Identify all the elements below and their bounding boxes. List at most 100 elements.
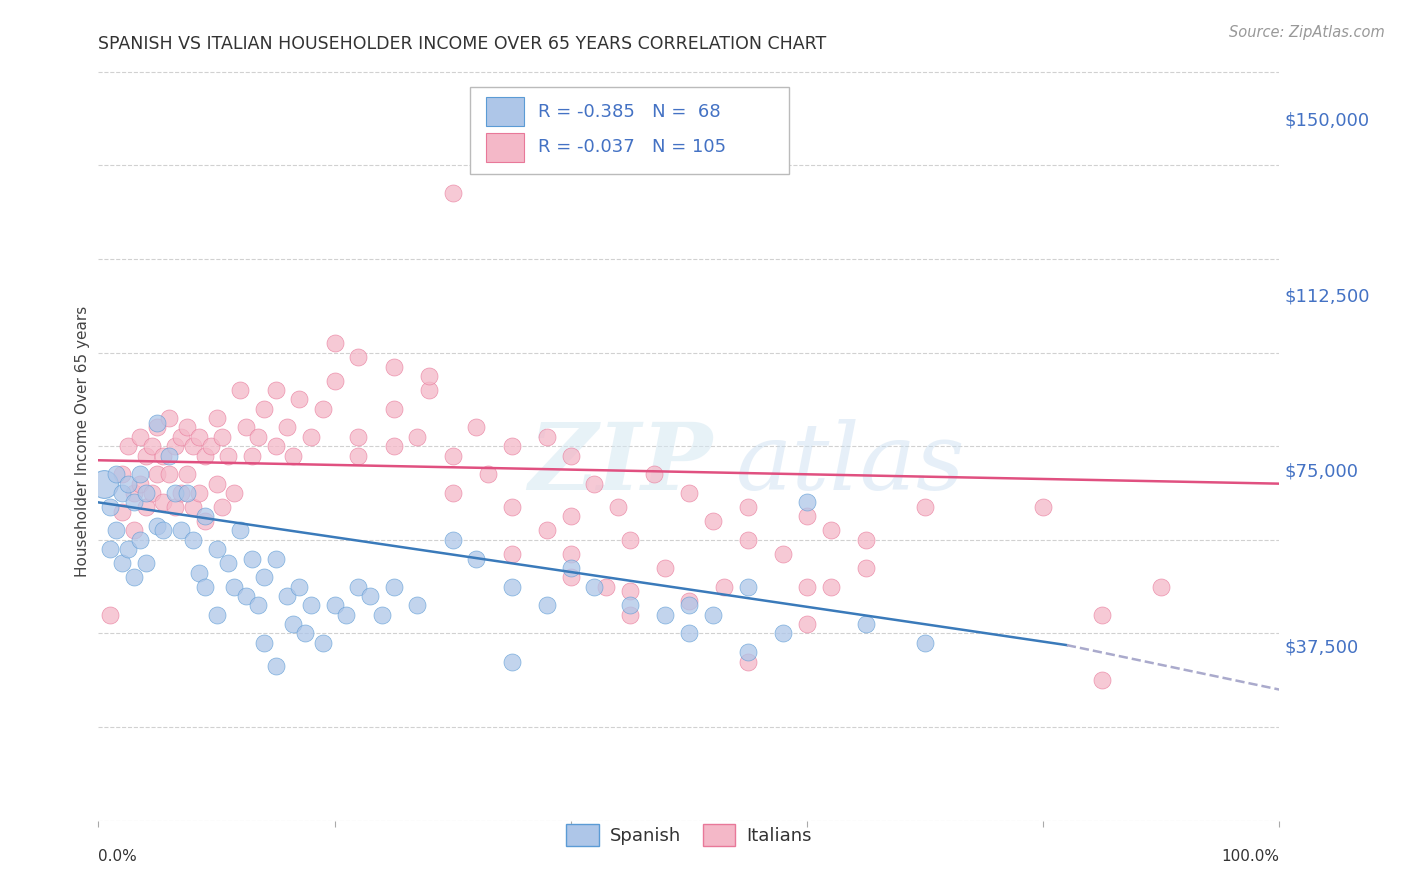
Point (560, 547, 582, 561)
Point (152, 524, 174, 538)
Point (347, 449, 370, 463)
Point (264, 659, 287, 673)
Point (595, 580, 617, 594)
Point (335, 607, 357, 622)
Point (619, 599, 641, 613)
Point (643, 467, 665, 482)
Bar (486, 133, 523, 161)
Point (135, 449, 157, 463)
Point (796, 580, 818, 594)
Text: 100.0%: 100.0% (1222, 849, 1279, 864)
Text: atlas: atlas (737, 419, 966, 509)
Point (93, 476, 115, 491)
Point (1032, 500, 1054, 514)
Point (194, 509, 217, 524)
Point (240, 551, 263, 566)
Point (713, 580, 735, 594)
Point (1150, 580, 1173, 594)
Point (294, 626, 316, 640)
Point (560, 509, 582, 524)
Point (253, 401, 276, 416)
Point (246, 599, 269, 613)
Point (194, 514, 217, 528)
Point (772, 626, 794, 640)
Point (105, 467, 128, 482)
Point (187, 486, 209, 500)
Point (264, 439, 287, 453)
Y-axis label: Householder Income Over 65 years: Householder Income Over 65 years (75, 306, 90, 577)
Point (229, 383, 252, 397)
Point (702, 607, 724, 622)
Point (772, 547, 794, 561)
Point (165, 439, 187, 453)
Point (240, 449, 263, 463)
Point (181, 533, 204, 547)
Point (229, 524, 252, 538)
Bar (486, 97, 523, 126)
Point (200, 439, 222, 453)
Point (323, 336, 346, 351)
Point (157, 411, 180, 425)
Point (146, 467, 169, 482)
Point (253, 636, 276, 650)
Point (194, 580, 217, 594)
Point (217, 449, 239, 463)
Point (477, 467, 499, 482)
Point (176, 486, 198, 500)
Point (128, 430, 150, 444)
Point (122, 524, 145, 538)
Point (737, 655, 759, 669)
Point (536, 524, 558, 538)
Point (111, 505, 134, 519)
Point (276, 589, 298, 603)
Point (146, 518, 169, 533)
Point (914, 636, 936, 650)
Point (441, 449, 464, 463)
Point (187, 430, 209, 444)
Point (855, 617, 877, 632)
Point (288, 392, 311, 407)
Point (157, 449, 180, 463)
Point (820, 580, 842, 594)
Point (205, 411, 228, 425)
Point (441, 533, 464, 547)
Point (128, 476, 150, 491)
Point (165, 486, 187, 500)
Point (382, 439, 405, 453)
Point (382, 401, 405, 416)
Point (176, 420, 198, 434)
Point (347, 351, 370, 365)
Point (347, 580, 370, 594)
Point (141, 439, 163, 453)
Point (536, 430, 558, 444)
Point (98, 542, 121, 557)
Point (1091, 673, 1114, 688)
Point (560, 449, 582, 463)
Point (382, 580, 405, 594)
Point (181, 500, 204, 514)
Point (583, 476, 606, 491)
Point (98, 500, 121, 514)
Point (146, 420, 169, 434)
Point (283, 449, 305, 463)
Point (170, 524, 193, 538)
Point (205, 476, 228, 491)
Point (678, 599, 700, 613)
Point (135, 486, 157, 500)
Point (217, 556, 239, 570)
Text: 0.0%: 0.0% (98, 849, 138, 864)
Point (146, 416, 169, 430)
Text: ZIP: ZIP (529, 419, 713, 509)
Point (465, 551, 488, 566)
Point (205, 542, 228, 557)
Point (264, 383, 287, 397)
Point (654, 561, 676, 575)
Point (194, 449, 217, 463)
Point (347, 430, 370, 444)
Point (312, 636, 335, 650)
Point (418, 369, 440, 384)
Point (288, 580, 311, 594)
Point (382, 359, 405, 374)
Point (501, 547, 523, 561)
Point (619, 607, 641, 622)
